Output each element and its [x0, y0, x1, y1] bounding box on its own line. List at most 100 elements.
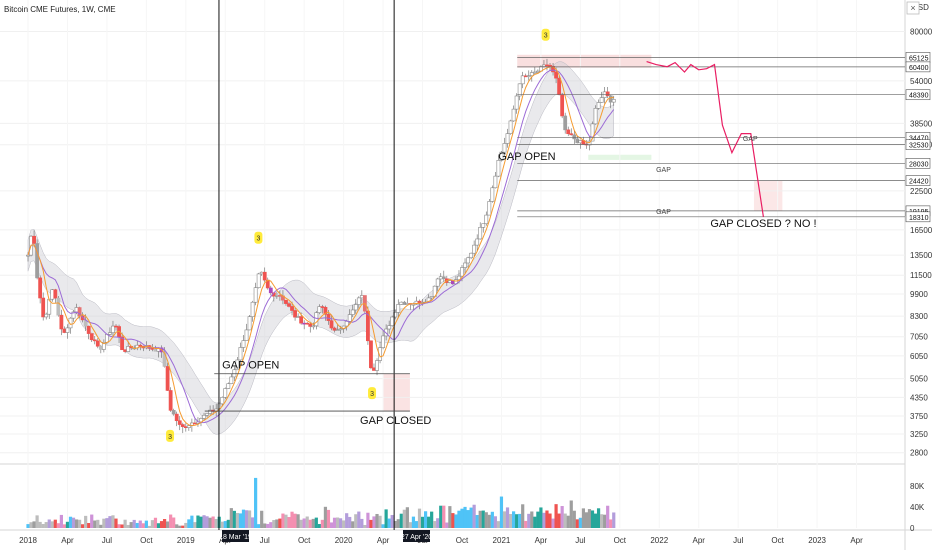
- candle-body: [50, 289, 55, 300]
- volume-bar: [314, 517, 318, 528]
- candle-body: [250, 301, 255, 317]
- candle: [517, 83, 522, 101]
- candle: [493, 172, 498, 189]
- candle-body: [92, 339, 97, 342]
- price-label: 18310: [909, 215, 929, 222]
- candle: [435, 277, 440, 292]
- candle-body: [372, 367, 376, 371]
- candle-body: [308, 323, 313, 327]
- volume-bar: [202, 515, 206, 528]
- candle: [599, 91, 604, 103]
- candle: [168, 387, 173, 412]
- volume-bar: [260, 510, 264, 528]
- volume-bar: [411, 516, 416, 528]
- volume-bar: [423, 511, 428, 528]
- candle-body: [438, 276, 443, 280]
- volume-layer: [26, 477, 616, 528]
- volume-bar: [475, 515, 479, 528]
- candle: [508, 119, 513, 135]
- candle-body: [32, 235, 36, 244]
- price-label-box: [905, 139, 931, 150]
- volume-bar: [554, 504, 558, 528]
- candle-body: [186, 425, 191, 428]
- candle-body: [62, 328, 67, 333]
- candle: [226, 382, 231, 389]
- volume-bar: [530, 511, 534, 528]
- candle: [256, 272, 261, 289]
- volume-bar: [308, 519, 312, 528]
- candle: [375, 358, 379, 376]
- close-icon[interactable]: ×: [906, 1, 920, 15]
- candle-body: [532, 71, 537, 74]
- candle-body: [490, 187, 495, 202]
- volume-bar: [226, 519, 230, 528]
- candle-body: [53, 289, 58, 299]
- badge-label: 3: [544, 33, 548, 40]
- candle: [308, 322, 313, 333]
- candle: [241, 335, 246, 353]
- candle-body: [59, 314, 64, 330]
- candle: [487, 199, 492, 216]
- volume-tick-label: 0: [910, 524, 915, 533]
- candle-body: [259, 271, 264, 275]
- candle-body: [193, 422, 197, 425]
- volume-bar: [135, 522, 139, 528]
- candle: [68, 317, 73, 334]
- volume-bar: [469, 507, 473, 528]
- candle: [560, 92, 565, 119]
- candle: [205, 413, 209, 418]
- candle: [463, 258, 467, 274]
- volume-bar: [366, 512, 370, 528]
- volume-bar: [32, 521, 36, 528]
- price-label-box: [905, 89, 931, 101]
- candle-body: [511, 108, 516, 122]
- candle-body: [484, 214, 489, 225]
- candle-body: [268, 287, 273, 294]
- volume-bar: [293, 513, 297, 528]
- candle: [165, 362, 170, 392]
- candle: [511, 105, 516, 122]
- volume-bar: [451, 513, 455, 528]
- candle: [32, 230, 36, 247]
- candle-body: [590, 123, 595, 142]
- volume-bar: [551, 518, 555, 528]
- candle-body: [323, 306, 328, 315]
- volume-bar: [254, 477, 258, 528]
- candle-body: [229, 376, 234, 384]
- candle: [429, 296, 434, 301]
- candle-body: [554, 71, 558, 79]
- y-tick-label: 4350: [910, 393, 928, 402]
- candle: [95, 337, 100, 349]
- candle-body: [557, 77, 562, 95]
- ma-purple-line: [27, 69, 615, 424]
- volume-bar: [211, 516, 215, 528]
- candle: [353, 299, 358, 314]
- candle: [481, 223, 486, 233]
- volume-bar: [439, 505, 443, 528]
- volume-bar: [460, 508, 464, 528]
- gap-closed-label-2020: GAP CLOSED: [360, 415, 431, 427]
- candle-body: [523, 75, 528, 78]
- volume-tick-label: 80K: [910, 482, 925, 491]
- svg-text:18 Mar '19: 18 Mar '19: [219, 534, 252, 541]
- candle-body: [153, 348, 158, 352]
- candle: [496, 154, 501, 178]
- badge-shape: [166, 429, 175, 442]
- candle-body: [244, 329, 249, 341]
- candle-body: [353, 304, 358, 311]
- volume-bar: [102, 518, 106, 528]
- volume-bar: [223, 521, 227, 528]
- candle-body: [302, 322, 307, 325]
- volume-bar: [120, 524, 124, 528]
- candle-body: [41, 297, 46, 318]
- candle: [472, 240, 477, 258]
- candle-body: [460, 267, 464, 277]
- candle: [502, 137, 507, 157]
- x-tick-label: Apr: [850, 536, 863, 545]
- candle-body: [305, 322, 310, 325]
- volume-bar: [536, 511, 540, 528]
- candle: [350, 304, 355, 317]
- candle-body: [226, 383, 231, 389]
- badge-shape: [254, 231, 263, 244]
